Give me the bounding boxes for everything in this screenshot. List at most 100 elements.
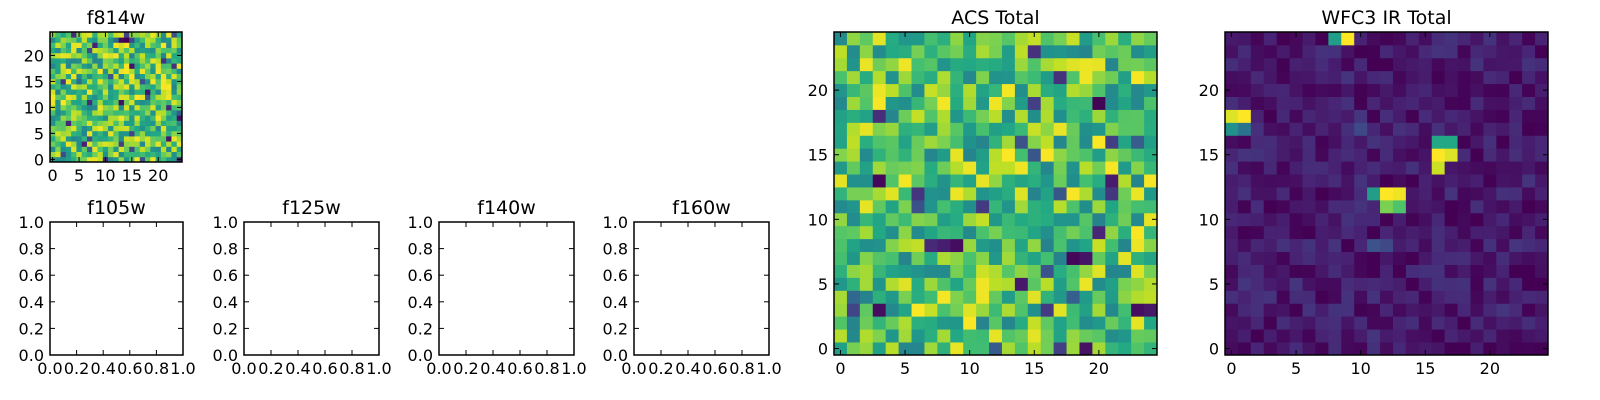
- panel-6-cell: [1367, 225, 1381, 240]
- panel-5-cell: [1014, 44, 1029, 59]
- panel-6-cell: [1328, 122, 1342, 136]
- panel-6-cell: [1457, 83, 1471, 97]
- panel-6-cell: [1405, 83, 1420, 97]
- panel-0-cell: [92, 84, 98, 90]
- panel-5-cell: [1053, 32, 1067, 46]
- panel-0-cell: [171, 89, 178, 95]
- panel-0-cell: [108, 136, 114, 142]
- panel-6-cell: [1367, 32, 1381, 46]
- panel-5-cell: [937, 342, 951, 356]
- panel-6-cell: [1237, 303, 1252, 317]
- panel-6-cell: [1380, 57, 1394, 72]
- panel-6-cell: [1380, 83, 1394, 97]
- panel-0-cell: [160, 115, 167, 121]
- panel-6-cell: [1380, 342, 1394, 356]
- panel-6-cell: [1225, 44, 1239, 59]
- panel-6-cell: [1380, 199, 1394, 214]
- panel-5-cell: [1040, 148, 1055, 162]
- panel-5-cell: [989, 316, 1003, 330]
- panel-5-cell: [872, 187, 887, 201]
- panel-5-cell: [1092, 44, 1106, 59]
- panel-0-cell: [123, 42, 130, 48]
- panel-5-cell: [937, 251, 951, 265]
- panel-0-cell: [60, 99, 67, 106]
- panel-6-cell: [1431, 277, 1446, 291]
- panel-0-cell: [113, 136, 120, 142]
- panel-0-cell: [97, 104, 104, 111]
- panel-5-cell: [1118, 57, 1132, 72]
- panel-6-cell: [1509, 251, 1523, 265]
- panel-0-cell: [108, 104, 114, 111]
- panel-6-cell: [1263, 96, 1278, 110]
- panel-0-cell: [76, 73, 83, 80]
- panel-0-cell: [102, 125, 109, 132]
- panel-5-cell: [898, 32, 912, 46]
- panel-5-cell: [834, 303, 848, 317]
- panel-6-cell: [1354, 57, 1368, 72]
- panel-5-cell: [834, 199, 848, 214]
- panel-5-cell: [1105, 70, 1119, 85]
- panel-4-xtick-label: 0.2: [648, 359, 673, 378]
- panel-0-cell: [97, 125, 104, 132]
- panel-6-cell: [1431, 83, 1446, 97]
- panel-5-cell: [1027, 70, 1042, 85]
- panel-5-cell: [1092, 238, 1106, 253]
- panel-0-cell: [65, 73, 72, 80]
- panel-5-cell: [1014, 303, 1029, 317]
- panel-6-cell: [1509, 109, 1523, 123]
- panel-5-cell: [976, 251, 990, 265]
- panel-6-cell: [1276, 57, 1290, 72]
- panel-6-cell: [1496, 83, 1510, 97]
- panel-5-cell: [1027, 303, 1042, 317]
- panel-5-cell: [859, 83, 874, 97]
- panel-5-cell: [937, 44, 951, 59]
- panel-0-cell: [102, 63, 109, 69]
- panel-6-cell: [1250, 329, 1265, 343]
- panel-0-cell: [50, 84, 56, 90]
- panel-5-cell: [1001, 199, 1016, 214]
- panel-0-cell: [97, 78, 104, 85]
- panel-0-cell: [123, 84, 130, 90]
- panel-6-cell: [1457, 329, 1471, 343]
- panel-5-cell: [1144, 174, 1158, 188]
- panel-5-cell: [1001, 251, 1016, 265]
- panel-0-cell: [171, 146, 178, 152]
- panel-5-cell: [885, 264, 899, 278]
- panel-5-cell: [1144, 135, 1158, 149]
- panel-6-cell: [1328, 316, 1342, 330]
- panel-0-cell: [76, 104, 83, 111]
- panel-0-cell: [97, 151, 104, 158]
- panel-0-cell: [160, 47, 167, 54]
- panel-6-cell: [1522, 96, 1536, 110]
- panel-0-cell: [108, 47, 114, 54]
- panel-0-cell: [150, 32, 156, 38]
- panel-5-cell: [1079, 83, 1093, 97]
- panel-6-cell: [1328, 303, 1342, 317]
- panel-3-ytick-label: 1.0: [408, 213, 433, 232]
- panel-0-cell: [160, 68, 167, 74]
- panel-5-cell: [1079, 187, 1093, 201]
- panel-0-cell: [76, 136, 83, 142]
- panel-5-cell: [976, 83, 990, 97]
- panel-6-cell: [1289, 251, 1303, 265]
- panel-5-cell: [898, 329, 912, 343]
- panel-6-cell: [1367, 264, 1381, 278]
- panel-6-cell: [1405, 122, 1420, 136]
- panel-5-cell: [976, 329, 990, 343]
- panel-6-cell: [1315, 251, 1329, 265]
- panel-6-cell: [1263, 44, 1278, 59]
- panel-5-cell: [924, 70, 938, 85]
- panel-5-cell: [1079, 342, 1093, 356]
- panel-5-cell: [1014, 174, 1029, 188]
- panel-4-ytick-label: 1.0: [603, 213, 628, 232]
- panel-0-cell: [176, 63, 183, 69]
- panel-6-cell: [1341, 44, 1355, 59]
- panel-2-ytick-label: 0.0: [213, 346, 238, 365]
- panel-5-cell: [1118, 122, 1132, 136]
- panel-0-cell: [171, 104, 178, 111]
- panel-6-cell: [1392, 174, 1407, 188]
- panel-5-cell: [911, 342, 925, 356]
- panel-6-cell: [1225, 264, 1239, 278]
- panel-0-cell: [55, 146, 61, 152]
- panel-6-cell: [1496, 251, 1510, 265]
